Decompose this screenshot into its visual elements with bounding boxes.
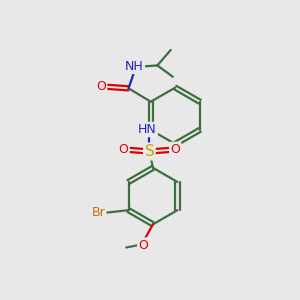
Text: O: O <box>170 143 180 156</box>
Text: O: O <box>96 80 106 93</box>
Text: Br: Br <box>91 206 105 219</box>
Text: S: S <box>145 144 154 159</box>
Text: NH: NH <box>125 60 144 73</box>
Text: O: O <box>138 238 148 252</box>
Text: O: O <box>118 143 128 156</box>
Text: HN: HN <box>138 123 157 136</box>
